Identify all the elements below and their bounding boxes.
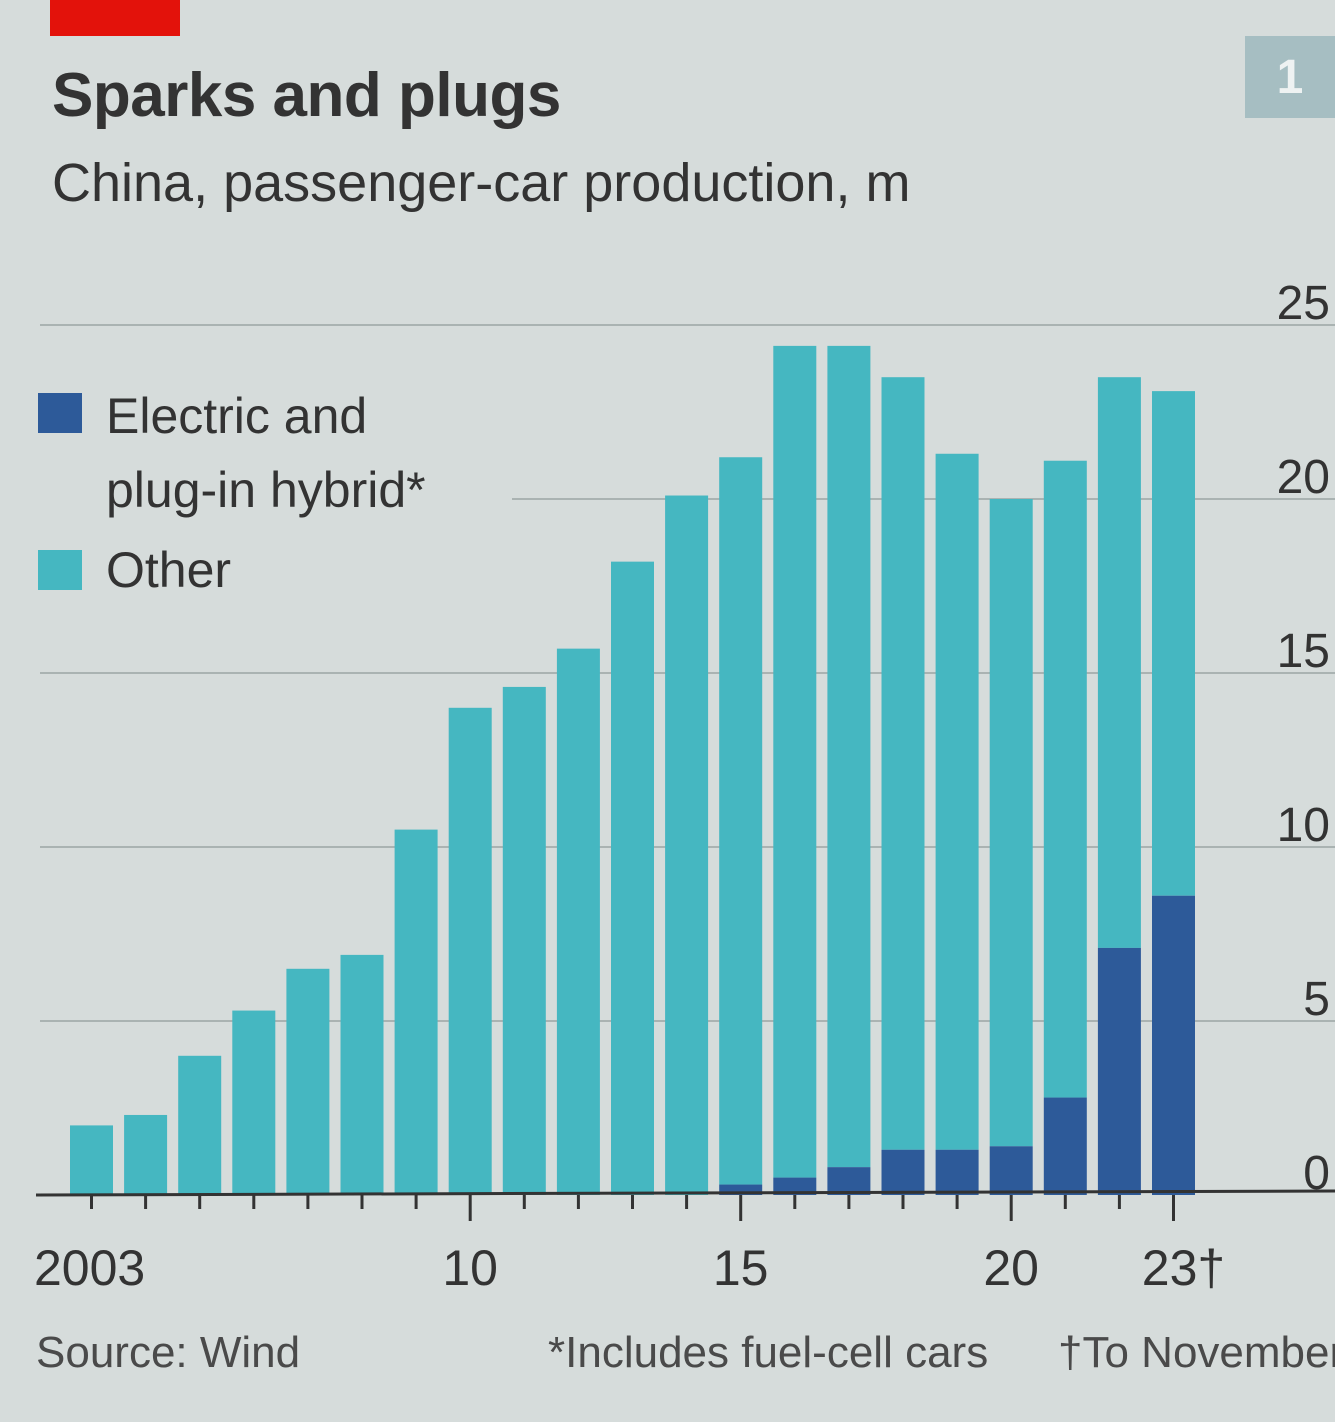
bar-electric-2016: [773, 1177, 817, 1195]
red-tag: [50, 0, 180, 36]
legend-swatch-electric: [38, 393, 82, 433]
y-tick-label-15: 15: [1277, 625, 1330, 678]
bar-other-2017: [827, 345, 871, 1168]
source-note: Source: Wind: [36, 1328, 301, 1377]
y-tick-label-20: 20: [1277, 451, 1330, 504]
y-tick-label-10: 10: [1277, 799, 1330, 852]
bar-other-2006: [232, 1010, 276, 1195]
legend-label-electric-line1: Electric and: [106, 388, 368, 444]
bar-other-2015: [719, 457, 763, 1185]
bar-other-2009: [394, 829, 438, 1195]
bar-other-2014: [665, 495, 709, 1195]
y-tick-label-25: 25: [1277, 277, 1330, 330]
x-tick-label-15: 15: [713, 1240, 769, 1296]
x-tick-label-23†: 23†: [1142, 1240, 1225, 1296]
legend-swatch-other: [38, 550, 82, 590]
bar-other-2008: [340, 954, 384, 1195]
bar-other-2012: [556, 648, 600, 1195]
bar-other-2003: [70, 1125, 113, 1195]
bar-electric-2017: [827, 1167, 871, 1195]
bar-electric-2023: [1152, 895, 1195, 1195]
bar-other-2007: [286, 968, 330, 1195]
bar-electric-2021: [1043, 1097, 1087, 1195]
x-tick-label-2003: 2003: [34, 1240, 145, 1296]
bar-other-2020: [989, 499, 1033, 1147]
bars: [70, 345, 1195, 1195]
chart-subtitle: China, passenger-car production, m: [52, 153, 911, 213]
chart-number-badge: 1: [1245, 36, 1335, 118]
bar-electric-2022: [1097, 947, 1141, 1195]
x-tick-label-10: 10: [442, 1240, 498, 1296]
bar-other-2011: [502, 686, 546, 1195]
bar-other-2022: [1097, 377, 1141, 948]
x-axis-line: [35, 1189, 1335, 1197]
bar-other-2010: [448, 707, 492, 1195]
y-tick-labels: 0 5 10 15 20 25: [1277, 277, 1330, 1200]
bar-other-2019: [935, 453, 979, 1150]
bar-other-2004: [124, 1114, 168, 1195]
bar-other-2021: [1043, 460, 1087, 1098]
bar-other-2013: [611, 561, 654, 1195]
bar-other-2023: [1152, 391, 1195, 896]
bar-other-2018: [881, 377, 925, 1150]
bar-electric-2015: [719, 1184, 763, 1195]
x-axis: [35, 1189, 1335, 1221]
bar-other-2005: [178, 1055, 222, 1195]
chart-title: Sparks and plugs: [52, 61, 561, 130]
y-tick-label-0: 0: [1303, 1147, 1330, 1200]
footnote-fuel-cell: *Includes fuel-cell cars: [548, 1328, 989, 1377]
footnote-november: †To November: [1058, 1328, 1335, 1377]
bar-electric-2018: [881, 1149, 925, 1195]
legend-label-other: Other: [106, 542, 232, 598]
bar-electric-2019: [935, 1149, 979, 1195]
legend-label-electric-line2: plug-in hybrid*: [106, 462, 426, 518]
x-tick-labels: 2003 10 15 20 23†: [34, 1240, 1225, 1296]
x-tick-label-20: 20: [983, 1240, 1039, 1296]
bar-electric-2020: [989, 1146, 1033, 1195]
bar-other-2016: [773, 345, 817, 1178]
y-tick-label-5: 5: [1303, 973, 1330, 1026]
